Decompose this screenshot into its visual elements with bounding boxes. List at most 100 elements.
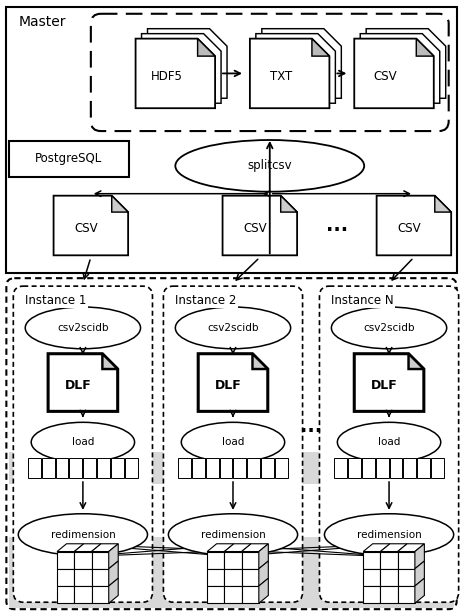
Bar — [97, 458, 110, 478]
Bar — [403, 458, 416, 478]
Polygon shape — [398, 544, 425, 551]
Text: DLF: DLF — [371, 379, 398, 392]
Ellipse shape — [25, 307, 141, 349]
Bar — [375, 458, 388, 478]
Ellipse shape — [181, 423, 285, 462]
Bar — [92, 586, 109, 603]
Bar — [57, 569, 74, 586]
Bar — [233, 458, 246, 478]
FancyBboxPatch shape — [163, 286, 303, 602]
Text: PostgreSQL: PostgreSQL — [35, 152, 103, 166]
Ellipse shape — [18, 514, 148, 556]
Bar — [242, 569, 259, 586]
Bar — [192, 458, 205, 478]
Bar — [9, 537, 454, 608]
Ellipse shape — [325, 514, 454, 556]
Bar — [74, 551, 92, 569]
Polygon shape — [262, 29, 341, 99]
Polygon shape — [109, 544, 118, 569]
Text: Master: Master — [18, 15, 66, 29]
Polygon shape — [242, 544, 269, 551]
Polygon shape — [376, 196, 451, 255]
Polygon shape — [223, 196, 297, 255]
Bar — [225, 586, 242, 603]
Bar — [363, 586, 381, 603]
Bar — [83, 458, 96, 478]
Bar — [178, 458, 191, 478]
Bar — [432, 458, 444, 478]
Ellipse shape — [175, 307, 291, 349]
Polygon shape — [207, 544, 234, 551]
Bar — [381, 586, 398, 603]
Polygon shape — [198, 354, 268, 411]
Bar — [9, 141, 129, 177]
Text: splitcsv: splitcsv — [247, 160, 292, 172]
Text: ...: ... — [326, 216, 348, 235]
Polygon shape — [354, 39, 434, 108]
Bar — [247, 458, 260, 478]
Bar — [363, 569, 381, 586]
Bar — [348, 458, 361, 478]
Bar — [57, 551, 74, 569]
Bar — [225, 569, 242, 586]
Polygon shape — [312, 39, 329, 56]
Polygon shape — [259, 578, 269, 603]
Text: load: load — [72, 437, 94, 447]
Bar — [381, 569, 398, 586]
Bar — [92, 569, 109, 586]
Bar — [398, 569, 415, 586]
Bar — [398, 551, 415, 569]
Text: redimension: redimension — [200, 530, 265, 540]
Polygon shape — [415, 544, 425, 569]
Text: redimension: redimension — [357, 530, 421, 540]
Text: csv2scidb: csv2scidb — [363, 323, 415, 333]
Ellipse shape — [332, 307, 447, 349]
Text: redimension: redimension — [50, 530, 115, 540]
Polygon shape — [198, 39, 215, 56]
Text: TXT: TXT — [270, 70, 292, 83]
Ellipse shape — [338, 423, 441, 462]
Polygon shape — [252, 354, 268, 369]
Bar — [28, 458, 41, 478]
Text: Instance 1: Instance 1 — [25, 294, 87, 307]
Bar — [398, 586, 415, 603]
Polygon shape — [281, 196, 297, 212]
Bar — [363, 551, 381, 569]
Text: ...: ... — [300, 417, 322, 436]
Bar — [381, 551, 398, 569]
Bar — [9, 452, 454, 484]
Text: load: load — [378, 437, 400, 447]
Bar — [6, 7, 457, 274]
Text: csv2scidb: csv2scidb — [207, 323, 259, 333]
Bar — [242, 586, 259, 603]
Text: Instance N: Instance N — [332, 294, 394, 307]
Bar — [125, 458, 138, 478]
Bar — [261, 458, 274, 478]
Polygon shape — [74, 544, 101, 551]
Bar — [92, 551, 109, 569]
Bar — [207, 551, 225, 569]
FancyBboxPatch shape — [13, 286, 152, 602]
Bar — [74, 586, 92, 603]
Polygon shape — [360, 34, 440, 103]
Bar — [111, 458, 124, 478]
FancyBboxPatch shape — [91, 14, 449, 131]
Bar — [275, 458, 288, 478]
Polygon shape — [415, 578, 425, 603]
Text: CSV: CSV — [243, 222, 267, 235]
Bar — [56, 458, 69, 478]
Text: CSV: CSV — [74, 222, 98, 235]
Bar — [362, 458, 375, 478]
Bar — [225, 551, 242, 569]
Bar — [242, 551, 259, 569]
Polygon shape — [435, 196, 451, 212]
Polygon shape — [381, 544, 407, 551]
Bar — [207, 569, 225, 586]
FancyBboxPatch shape — [319, 286, 459, 602]
Polygon shape — [225, 544, 251, 551]
Polygon shape — [259, 544, 269, 569]
Polygon shape — [112, 196, 128, 212]
Bar — [69, 458, 82, 478]
Polygon shape — [416, 39, 434, 56]
Polygon shape — [366, 29, 446, 99]
